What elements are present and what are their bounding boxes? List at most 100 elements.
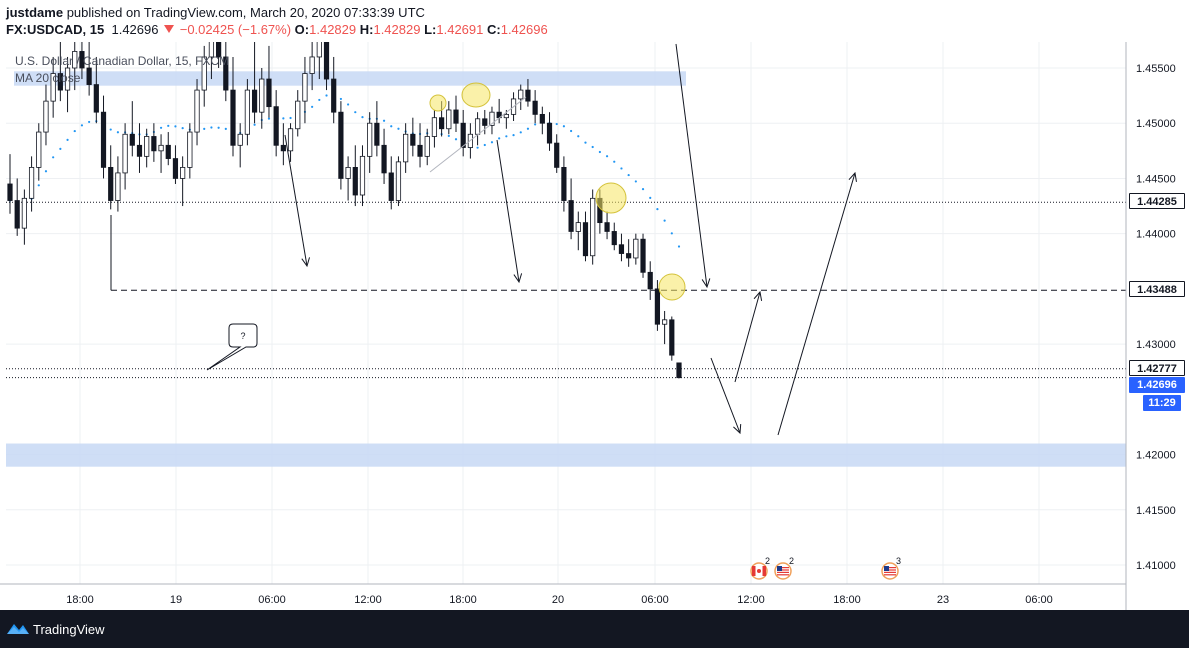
x-tick-label: 18:00 — [833, 594, 861, 606]
candle-body — [568, 200, 574, 232]
candle-body — [676, 362, 682, 379]
arrow-head — [733, 423, 742, 435]
brand-name[interactable]: TradingView — [33, 622, 105, 637]
economic-event[interactable]: 2 — [750, 556, 770, 580]
candle-body — [431, 117, 438, 137]
candle-body — [561, 166, 567, 201]
flag-canton — [884, 566, 889, 571]
arrow-head — [848, 171, 857, 182]
current-price-tag: 1.42696 — [1129, 377, 1185, 393]
ma-point — [167, 124, 170, 127]
ma-point — [224, 127, 227, 130]
author-name[interactable]: justdame — [6, 5, 64, 20]
ma-point — [555, 122, 558, 126]
x-tick-label: 18:00 — [66, 594, 94, 606]
candle-body — [43, 100, 49, 133]
candle-body — [395, 161, 402, 201]
callout-bubble — [206, 323, 258, 371]
candle-body — [633, 238, 639, 259]
ma-point — [634, 180, 637, 183]
candle-body — [323, 42, 330, 80]
candle-body — [460, 122, 466, 148]
x-tick-label: 06:00 — [1025, 594, 1053, 606]
event-count: 2 — [765, 556, 770, 566]
candle-body — [223, 56, 229, 91]
drawings-layer: ? — [206, 43, 857, 436]
ma-point — [217, 126, 220, 129]
symbol-label[interactable]: FX:USDCAD, 15 — [6, 22, 105, 37]
event-count: 3 — [896, 556, 901, 566]
candle-body — [237, 133, 243, 146]
candle-body — [165, 144, 171, 159]
ma-point — [620, 167, 623, 170]
candle-body — [662, 319, 668, 325]
ma-point — [519, 131, 522, 134]
ma-point — [598, 150, 601, 154]
arrow-drawing — [710, 357, 742, 435]
candle-body — [194, 89, 200, 133]
ma-point — [670, 232, 673, 235]
ma-point — [174, 125, 177, 128]
flag-canton — [777, 566, 782, 571]
ma-point — [382, 119, 386, 122]
price-chart[interactable]: ? 1.455001.450001.445001.440001.430001.4… — [0, 42, 1189, 610]
flag-stripe — [884, 574, 896, 576]
ma-point — [663, 219, 666, 222]
ma-point — [116, 131, 120, 134]
ma-point — [318, 98, 321, 102]
arrow-shaft — [284, 134, 308, 267]
candle-body — [28, 166, 35, 199]
close-label: C: — [487, 22, 501, 37]
close-value: 1.42696 — [500, 22, 548, 37]
ma-point — [613, 160, 616, 163]
ma-point — [677, 245, 681, 248]
candle-body — [273, 106, 279, 146]
x-tick-label: 18:00 — [449, 594, 477, 606]
flag-band — [762, 566, 766, 576]
y-tick-label: 1.45000 — [1136, 118, 1176, 130]
arrow-drawing — [284, 134, 310, 268]
candle-body — [640, 238, 646, 273]
arrow-shaft — [734, 291, 761, 383]
ma-point — [526, 127, 530, 130]
event-count: 2 — [789, 556, 794, 566]
callout[interactable]: ? — [206, 323, 258, 371]
highlight-circle — [658, 273, 686, 301]
ma-point — [584, 141, 587, 144]
candle-body — [79, 51, 85, 69]
chart-header: justdame published on TradingView.com, M… — [0, 0, 1189, 42]
economic-events: 2 2 3 — [750, 556, 901, 580]
arrow-drawing — [777, 171, 857, 436]
candle-body — [575, 222, 581, 232]
trend-line — [429, 96, 527, 173]
ma-point — [289, 116, 292, 120]
arrow-head — [513, 273, 523, 284]
candle-body — [626, 253, 632, 259]
economic-event[interactable]: 2 — [774, 556, 794, 580]
candle-body — [57, 73, 63, 91]
candle-body — [36, 131, 42, 168]
tradingview-logo-icon[interactable] — [6, 621, 30, 635]
ohlc-line: FX:USDCAD, 15 1.42696 −0.02425 (−1.67%) … — [6, 22, 548, 37]
ma-point — [577, 135, 580, 138]
candle-body — [439, 117, 445, 130]
arrow-shaft — [496, 139, 520, 283]
economic-event[interactable]: 3 — [881, 556, 901, 580]
candle-body — [338, 111, 344, 179]
ma-indicator-label[interactable]: MA 20 close — [15, 71, 81, 85]
high-value: 1.42829 — [373, 22, 421, 37]
candle-body — [604, 222, 610, 232]
series-title[interactable]: U.S. Dollar / Canadian Dollar, 15, FXCM — [15, 54, 230, 68]
flag-stripe — [777, 567, 789, 569]
price-zone — [6, 443, 1126, 467]
callout-text: ? — [240, 331, 245, 341]
x-tick-label: 19 — [170, 594, 182, 606]
ma-point — [591, 145, 594, 149]
candle-body — [158, 144, 164, 152]
candle-body — [129, 133, 135, 146]
x-tick-label: 20 — [552, 594, 564, 606]
candle-body — [669, 319, 675, 356]
ma-point — [454, 138, 458, 141]
flag-band — [752, 566, 756, 576]
ma-point — [346, 103, 350, 106]
